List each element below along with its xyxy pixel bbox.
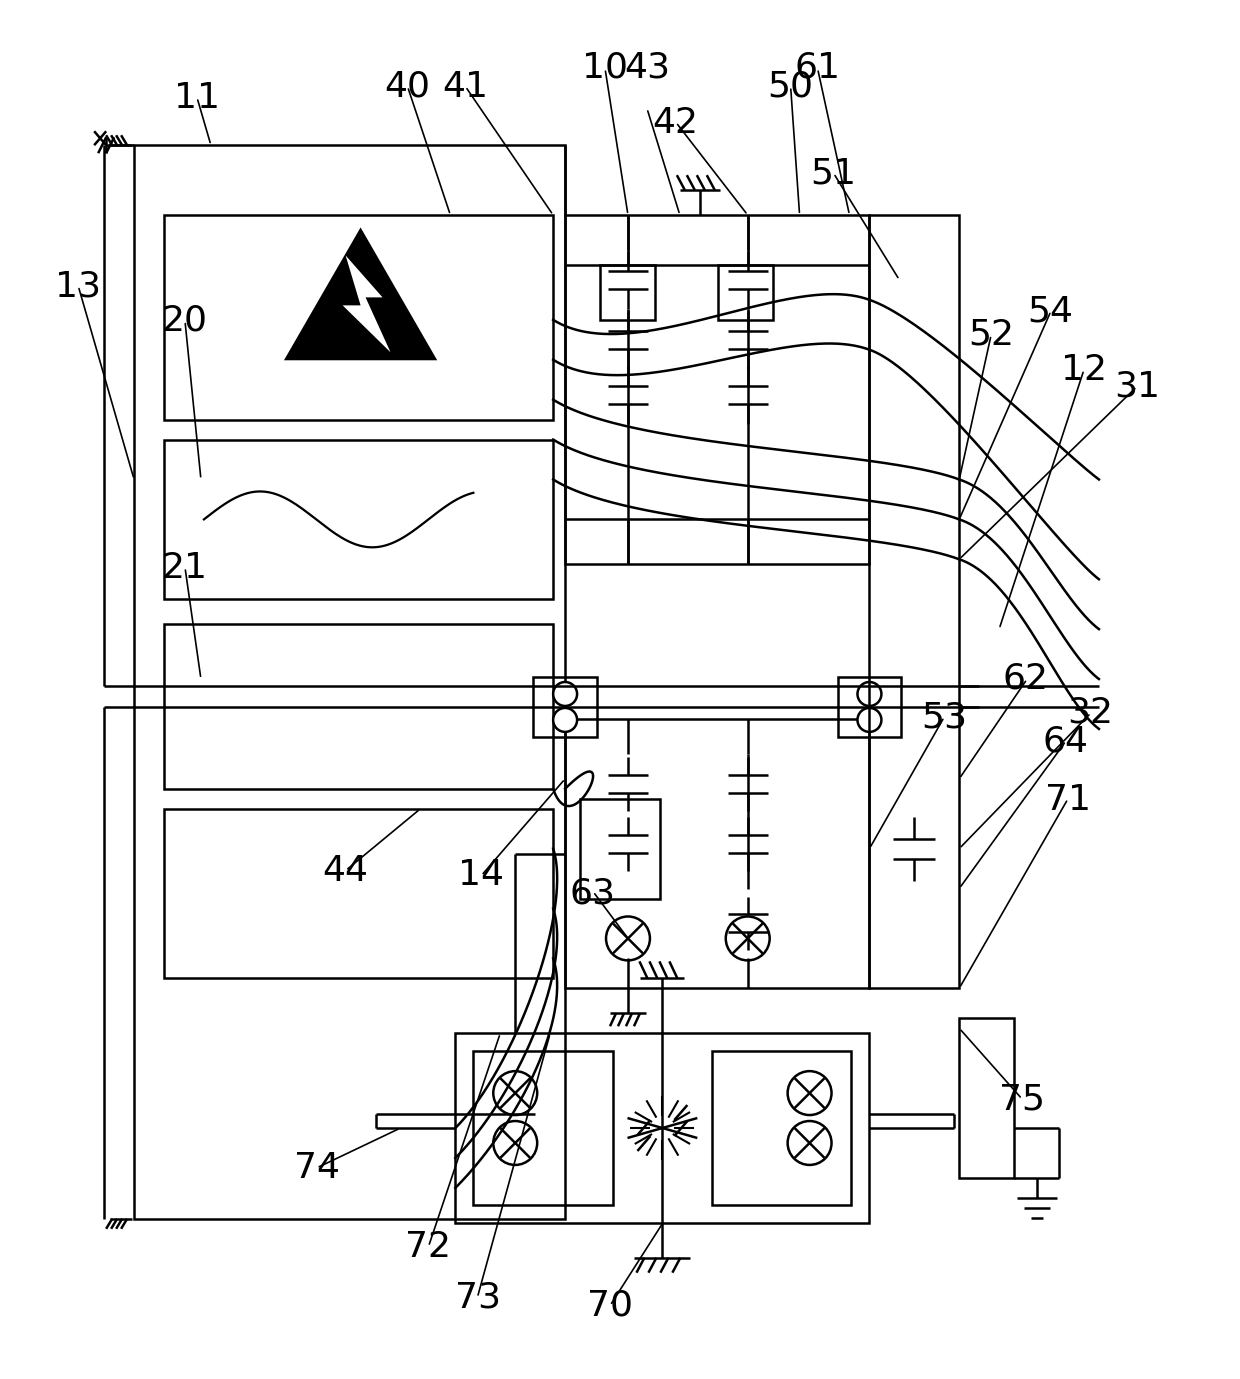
Text: 63: 63 — [570, 876, 616, 910]
Text: 53: 53 — [921, 701, 967, 734]
Text: 20: 20 — [161, 303, 207, 338]
Text: 73: 73 — [455, 1281, 501, 1314]
Text: 64: 64 — [1043, 725, 1089, 758]
Circle shape — [787, 1071, 832, 1116]
Circle shape — [553, 707, 577, 732]
Bar — [565, 718, 869, 989]
Bar — [474, 1051, 613, 1205]
Text: 21: 21 — [161, 552, 207, 586]
Bar — [164, 625, 553, 789]
Text: 74: 74 — [294, 1151, 340, 1186]
Text: 51: 51 — [810, 157, 856, 190]
Text: 44: 44 — [322, 854, 368, 888]
Bar — [580, 798, 660, 899]
Bar — [134, 145, 565, 1219]
Bar — [600, 265, 655, 320]
Text: 70: 70 — [587, 1289, 634, 1322]
Bar — [837, 677, 901, 736]
Circle shape — [606, 917, 650, 960]
Bar — [164, 215, 553, 419]
Polygon shape — [285, 229, 435, 360]
Text: 50: 50 — [768, 70, 813, 103]
Text: 62: 62 — [1003, 662, 1049, 695]
Bar — [960, 1018, 1014, 1178]
Circle shape — [494, 1071, 537, 1116]
Text: 11: 11 — [174, 81, 219, 114]
Text: 40: 40 — [384, 70, 430, 103]
Bar — [869, 215, 960, 989]
Circle shape — [553, 683, 577, 706]
Text: 32: 32 — [1068, 696, 1114, 729]
Circle shape — [858, 707, 882, 732]
Circle shape — [494, 1121, 537, 1165]
Bar — [455, 1033, 869, 1223]
Bar — [718, 265, 773, 320]
Text: 52: 52 — [968, 317, 1014, 352]
Text: 54: 54 — [1028, 294, 1074, 328]
Text: 61: 61 — [795, 51, 841, 84]
Bar — [164, 440, 553, 600]
Text: 42: 42 — [652, 106, 698, 139]
Text: 71: 71 — [1045, 782, 1091, 816]
Bar — [712, 1051, 852, 1205]
Text: 12: 12 — [1061, 353, 1107, 387]
Polygon shape — [342, 255, 391, 352]
Text: 43: 43 — [624, 51, 670, 84]
Circle shape — [787, 1121, 832, 1165]
Text: 41: 41 — [443, 70, 489, 103]
Bar — [533, 677, 596, 736]
Circle shape — [725, 917, 770, 960]
Text: 10: 10 — [582, 51, 629, 84]
Text: 31: 31 — [1115, 370, 1161, 404]
Text: 75: 75 — [999, 1083, 1045, 1117]
Text: 14: 14 — [459, 858, 505, 892]
Bar — [164, 808, 553, 978]
Text: 72: 72 — [405, 1230, 451, 1263]
Bar — [565, 215, 869, 564]
Text: 13: 13 — [55, 269, 102, 303]
Circle shape — [858, 683, 882, 706]
